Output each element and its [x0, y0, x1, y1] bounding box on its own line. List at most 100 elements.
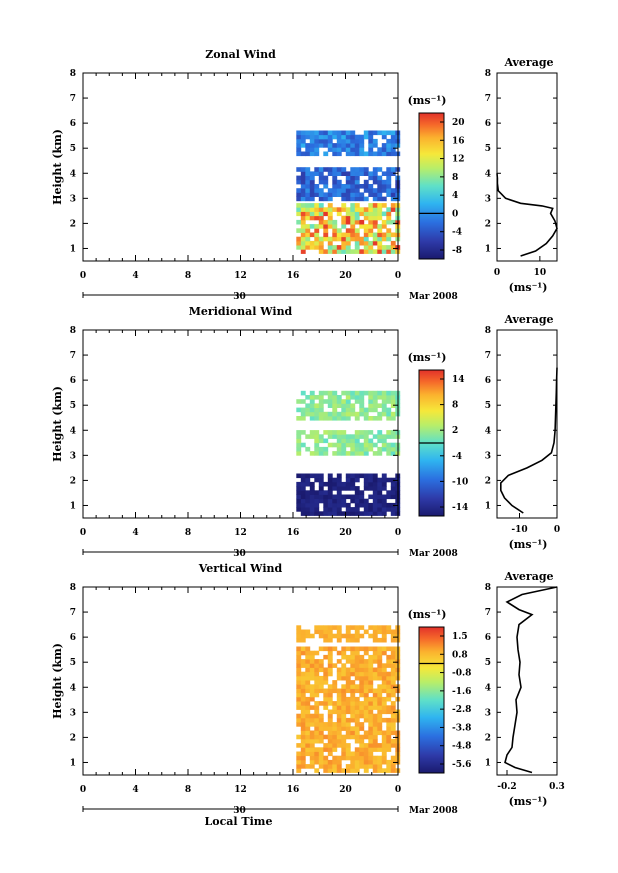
heatmap-cell — [314, 184, 320, 189]
heatmap-cell — [368, 228, 374, 233]
heatmap-cell — [314, 507, 320, 512]
heatmap-cell — [327, 481, 333, 487]
heatmap-cell — [372, 175, 378, 181]
heatmap-cell — [381, 738, 387, 744]
heatmap-cell — [381, 171, 387, 176]
heatmap-cell — [354, 240, 360, 246]
heatmap-cell — [381, 701, 387, 706]
heatmap-cell — [309, 192, 315, 197]
heatmap-cell — [327, 625, 333, 630]
heatmap-cell — [314, 451, 320, 456]
heatmap-cell — [359, 494, 365, 500]
avg-y-tick-label: 4 — [485, 426, 491, 436]
heatmap-cell — [359, 764, 365, 769]
heatmap-cell — [314, 726, 320, 731]
heatmap-cell — [372, 494, 378, 500]
heatmap-cell — [323, 667, 329, 673]
heatmap-cell — [372, 211, 378, 217]
heatmap-cell — [368, 245, 374, 250]
heatmap-cell — [386, 390, 392, 396]
heatmap-cell — [354, 446, 360, 452]
heatmap-cell — [368, 659, 374, 664]
heatmap-cell — [350, 134, 356, 140]
heatmap-cell — [309, 434, 315, 439]
heatmap-cell — [354, 688, 360, 694]
heatmap-cell — [323, 249, 329, 254]
heatmap-cell — [296, 486, 302, 491]
heatmap-cell — [363, 764, 369, 769]
heatmap-cell — [368, 688, 374, 694]
heatmap-cell — [327, 434, 333, 439]
heatmap-cell — [345, 184, 351, 189]
heatmap-cell — [368, 171, 374, 176]
heatmap-cell — [318, 236, 324, 242]
heatmap-cell — [359, 667, 365, 673]
heatmap-cell — [377, 395, 383, 400]
heatmap-cell — [296, 701, 302, 706]
heatmap-cell — [372, 688, 378, 694]
heatmap-cell — [296, 646, 302, 652]
heatmap-cell — [354, 151, 360, 157]
heatmap-cell — [318, 498, 324, 504]
avg-y-tick-label: 5 — [485, 144, 491, 154]
heatmap-cell — [354, 171, 360, 176]
heatmap-cell — [296, 207, 302, 212]
heatmap-cell — [363, 659, 369, 664]
heatmap-cell — [363, 751, 369, 757]
average-profile-line — [496, 173, 558, 257]
avg-y-tick-label: 2 — [485, 476, 491, 486]
heatmap-cell — [368, 734, 374, 740]
heatmap-cell — [323, 390, 329, 396]
heatmap-cell — [305, 171, 311, 176]
heatmap-cell — [368, 134, 374, 140]
heatmap-cell — [300, 232, 306, 238]
heatmap-cell — [377, 768, 383, 773]
heatmap-cell — [350, 215, 356, 221]
heatmap-cell — [350, 713, 356, 719]
heatmap-cell — [327, 511, 333, 516]
heatmap-cell — [372, 633, 378, 639]
heatmap-cell — [318, 188, 324, 193]
heatmap-cell — [318, 646, 324, 652]
heatmap-cell — [314, 430, 320, 435]
heatmap-cell — [363, 713, 369, 719]
heatmap-cell — [305, 188, 311, 193]
heatmap-cell — [350, 477, 356, 483]
heatmap-cell — [341, 696, 347, 702]
heatmap-cell — [296, 175, 302, 181]
heatmap-cell — [386, 709, 392, 715]
heatmap-cell — [309, 184, 315, 189]
x-tick-label: 20 — [339, 271, 352, 281]
heatmap-cell — [390, 667, 396, 673]
heatmap-cell — [336, 438, 342, 444]
heatmap-cell — [372, 675, 378, 681]
heatmap-cell — [377, 477, 383, 483]
heatmap-cell — [377, 446, 383, 452]
heatmap-cell — [359, 511, 365, 516]
heatmap-cell — [341, 167, 347, 172]
heatmap-cell — [368, 625, 374, 630]
heatmap-cell — [359, 434, 365, 439]
heatmap-cell — [345, 192, 351, 197]
heatmap-cell — [368, 224, 374, 229]
heatmap-cell — [368, 738, 374, 744]
heatmap-cell — [327, 659, 333, 664]
heatmap-cell — [390, 701, 396, 706]
heatmap-cell — [372, 188, 378, 193]
heatmap-cell — [318, 663, 324, 668]
heatmap-cell — [336, 764, 342, 769]
heatmap-cell — [296, 498, 302, 504]
heatmap-cell — [359, 705, 365, 710]
heatmap-cell — [309, 654, 315, 660]
heatmap-cell — [350, 228, 356, 233]
heatmap-cell — [318, 684, 324, 689]
heatmap-cell — [309, 722, 315, 727]
heatmap-cell — [318, 171, 324, 176]
heatmap-cell — [350, 663, 356, 668]
y-tick-label: 6 — [70, 633, 76, 643]
heatmap-cell — [345, 207, 351, 212]
heatmap-cell — [323, 416, 329, 421]
heatmap-cell — [381, 219, 387, 225]
heatmap-cell — [300, 675, 306, 681]
heatmap-cell — [350, 498, 356, 504]
